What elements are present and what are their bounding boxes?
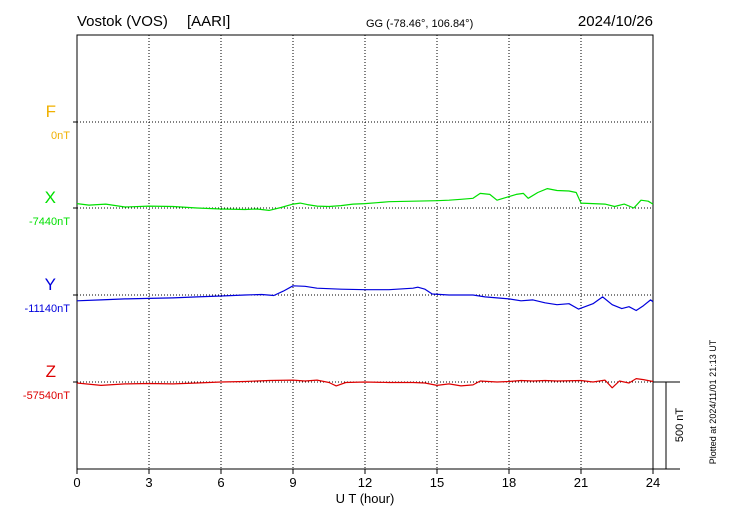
x-tick-label: 21 [574,475,588,490]
series-baseline-z: -57540nT [23,390,70,402]
x-tick-label: 15 [430,475,444,490]
gridlines [73,35,653,469]
station-title: Vostok (VOS) [77,13,168,30]
x-tick-label: 9 [289,475,296,490]
series-name-f: F [46,102,56,121]
series-lines [76,188,654,389]
series-baseline-y: -11140nT [25,303,71,315]
series-name-y: Y [45,275,56,294]
x-tick-label: 24 [646,475,660,490]
date-label: 2024/10/26 [578,13,653,30]
scale-bar-label: 500 nT [674,408,686,443]
x-tick-label: 6 [217,475,224,490]
series-baseline-x: -7440nT [29,216,70,228]
series-line-y [76,285,654,312]
institute-label: [AARI] [187,13,230,30]
series-name-z: Z [46,362,56,381]
series-name-x: X [45,188,56,207]
scale-bar [653,381,680,470]
coords-label: GG (-78.46°, 106.84°) [366,18,473,30]
x-tick-label: 18 [502,475,516,490]
series-line-x [76,188,654,211]
plotted-timestamp: Plotted at 2024/11/01 21:13 UT [708,339,718,464]
series-baseline-f: 0nT [51,130,70,142]
x-axis-label: U T (hour) [336,491,395,506]
series-labels: F 0nT X -7440nT Y -11140nT Z -57540nT [23,102,70,402]
x-tick-label: 3 [145,475,152,490]
x-tick-label: 0 [73,475,80,490]
x-tick-label: 12 [358,475,372,490]
series-line-z [76,378,654,389]
x-axis-ticks: 0 3 6 9 12 15 18 21 24 [73,469,660,490]
